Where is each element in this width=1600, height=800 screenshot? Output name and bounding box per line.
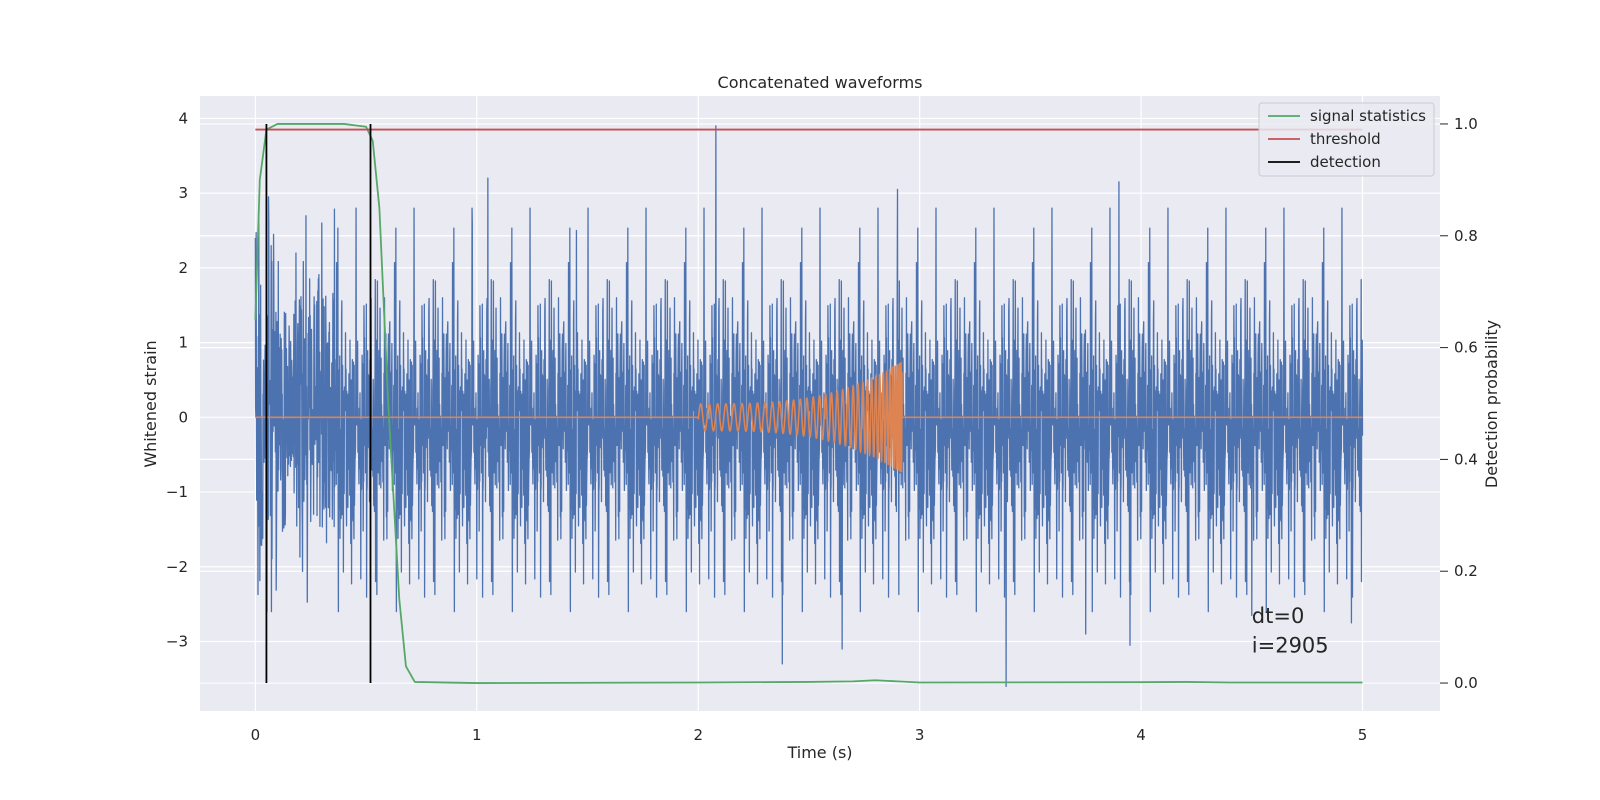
y-left-tick-label: 0: [178, 408, 188, 426]
y-left-tick-label: −3: [166, 633, 188, 651]
y-axis-label-right: Detection probability: [1482, 320, 1501, 488]
legend-label: detection: [1310, 153, 1381, 171]
legend-label: signal statistics: [1310, 107, 1426, 125]
y-right-tick-label: 1.0: [1454, 115, 1478, 133]
y-right-tick-label: 0.4: [1454, 450, 1478, 468]
legend-box: [1258, 102, 1435, 177]
y-left-tick-label: 2: [178, 259, 188, 277]
y-right-tick-label: 0.0: [1454, 674, 1478, 692]
y-left-tick-label: 4: [178, 109, 188, 127]
signal-statistics-line: [254, 123, 1363, 684]
noise-series-line: [254, 125, 1364, 687]
legend-label: threshold: [1310, 130, 1381, 148]
annotations: dt=0 i=2905: [1252, 604, 1329, 658]
x-tick-label: 4: [1136, 726, 1146, 744]
annotation-text: dt=0: [1252, 604, 1305, 628]
chirp-series-line: [255, 361, 1363, 473]
y-right-tick-label: 0.6: [1454, 339, 1478, 357]
x-tick-label: 0: [251, 726, 261, 744]
x-tick-label: 3: [915, 726, 925, 744]
series-layer: [254, 123, 1364, 687]
y-left-tick-label: 1: [178, 334, 188, 352]
y-right-tick-label: 0.2: [1454, 562, 1478, 580]
chart-title: Concatenated waveforms: [718, 73, 923, 92]
annotation-text: i=2905: [1252, 634, 1329, 658]
y-axis-label-left: Whitened strain: [141, 340, 160, 467]
x-tick-label: 1: [472, 726, 482, 744]
x-tick-label: 5: [1358, 726, 1368, 744]
x-tick-label: 2: [693, 726, 703, 744]
y-left-tick-label: −1: [166, 483, 188, 501]
y-left-tick-label: −2: [166, 558, 188, 576]
y-right-tick-label: 0.8: [1454, 227, 1478, 245]
y-left-tick-label: 3: [178, 184, 188, 202]
ticks: 0 1 2 3 4 5 4 3 2 1 0 −1 −2 −3 1.0 0.8 0.6 0.4 0.2 0.0: [166, 109, 1478, 744]
x-axis-label: Time (s): [786, 743, 852, 762]
legend: signal statistics threshold detection: [1258, 102, 1435, 177]
